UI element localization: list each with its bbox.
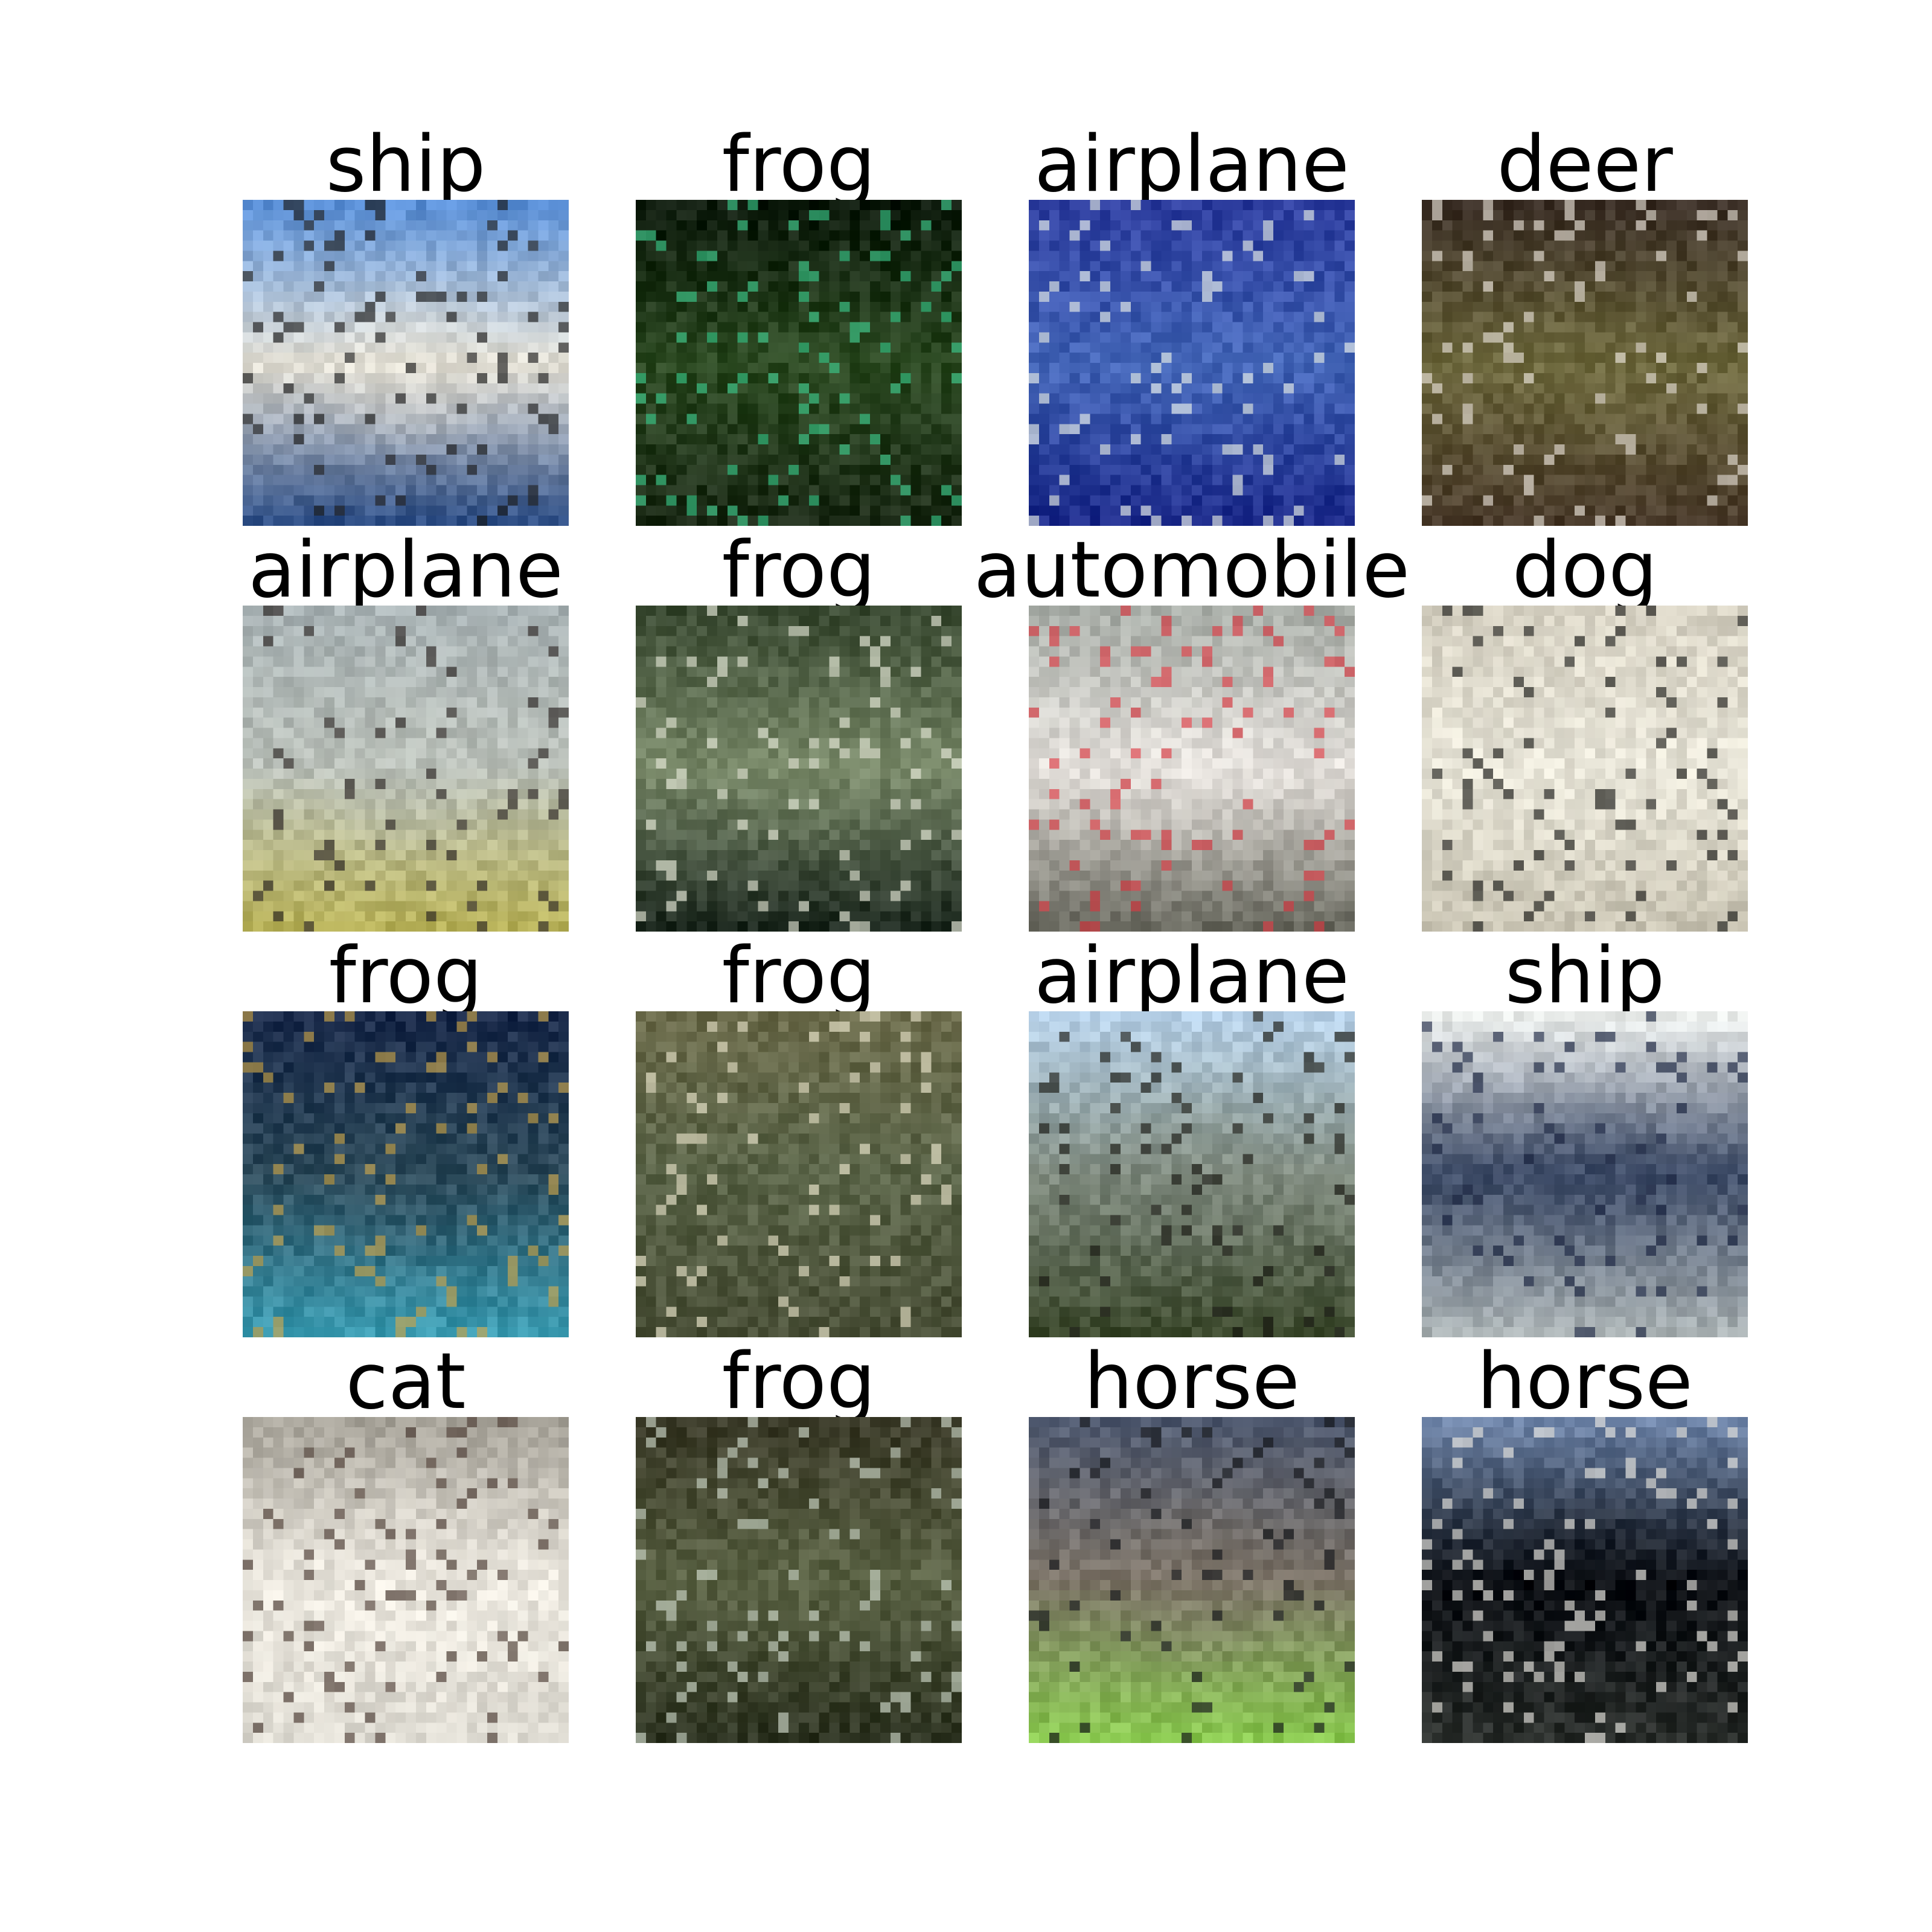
sample-label: ship [1505,931,1665,1021]
sample-image [1029,606,1355,932]
sample-label: frog [721,525,876,615]
sample-label: horse [1084,1337,1300,1427]
sample-label: airplane [1034,120,1349,210]
sample-image [636,1417,962,1743]
sample-label: ship [325,120,486,210]
sample-image [636,1011,962,1337]
sample-label: horse [1477,1337,1693,1427]
sample-image [243,1011,569,1337]
sample-image [243,1417,569,1743]
sample-image [1422,1417,1748,1743]
sample-image [1422,1011,1748,1337]
sample-label: airplane [1034,931,1349,1021]
sample-label: deer [1497,120,1673,210]
sample-label: frog [721,120,876,210]
sample-image [1422,200,1748,526]
sample-label: frog [721,1337,876,1427]
sample-image [636,200,962,526]
sample-image [636,606,962,932]
sample-label: dog [1512,525,1658,615]
sample-label: airplane [248,525,563,615]
sample-label: frog [328,931,483,1021]
sample-image [1029,1011,1355,1337]
sample-image [1029,1417,1355,1743]
sample-image [1422,606,1748,932]
sample-label: automobile [973,525,1410,615]
sample-label: frog [721,931,876,1021]
sample-image [1029,200,1355,526]
sample-label: cat [345,1337,466,1427]
sample-image [243,200,569,526]
sample-image [243,606,569,932]
